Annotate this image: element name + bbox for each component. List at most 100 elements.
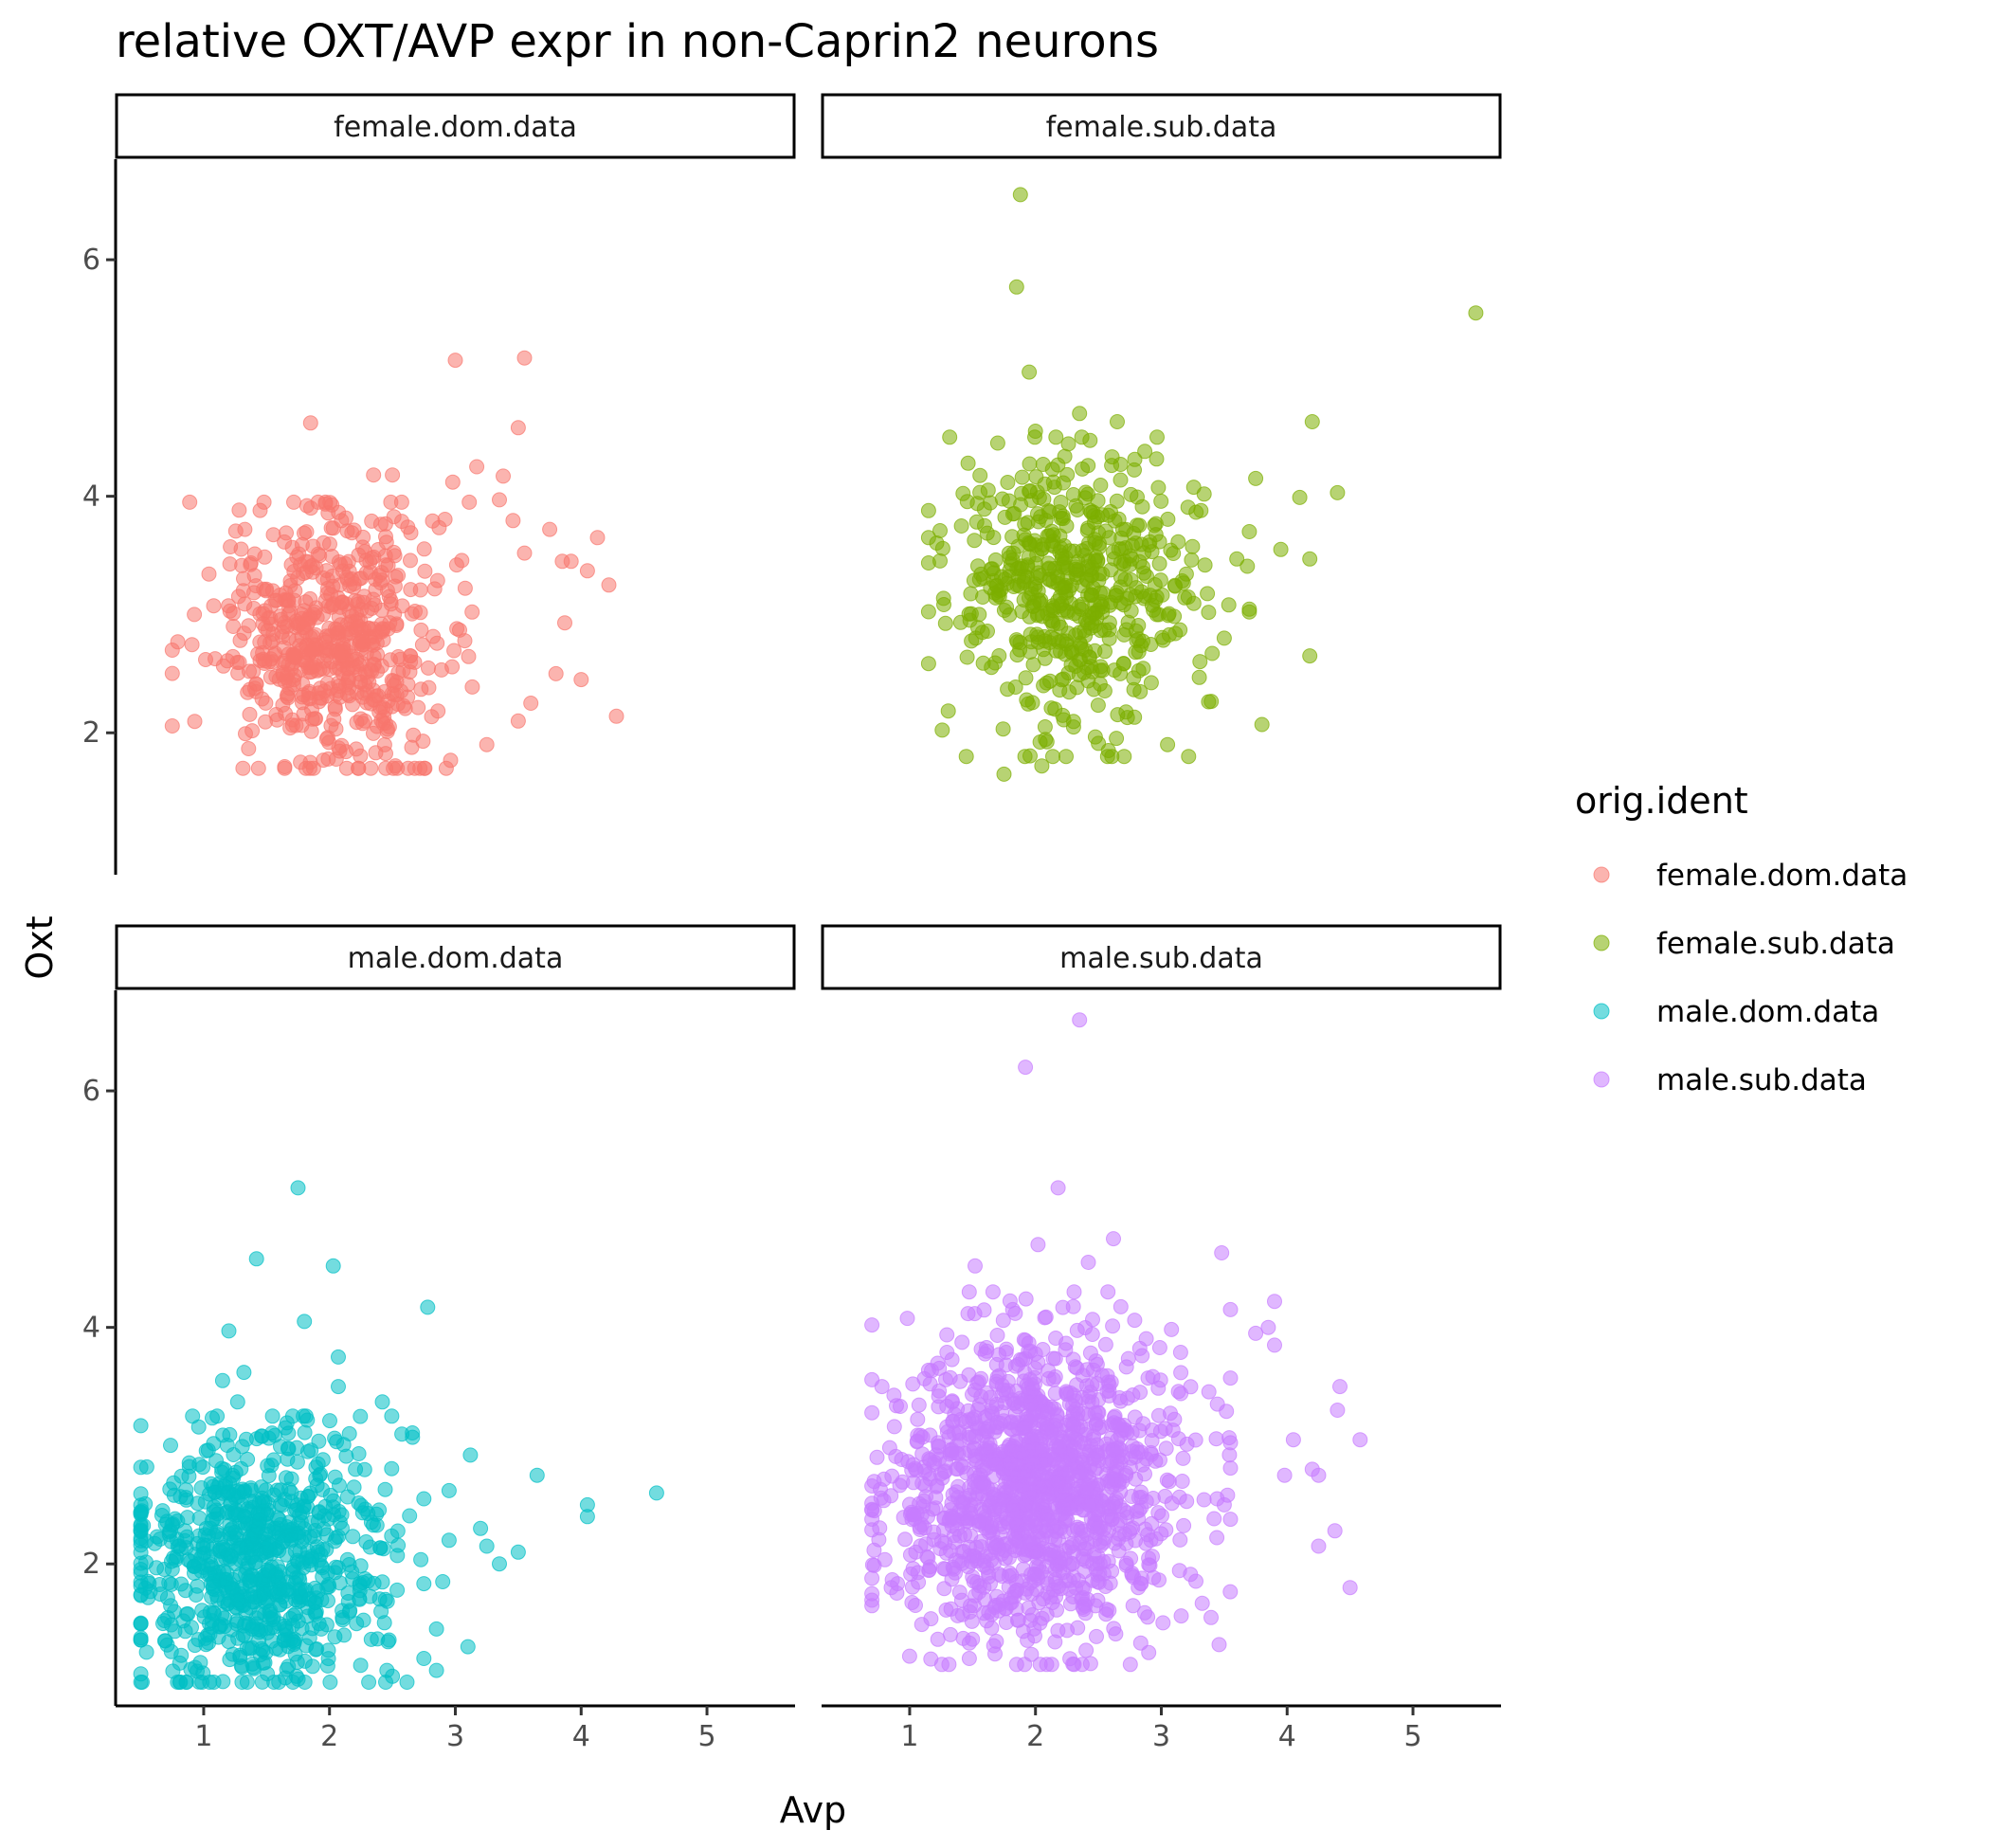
data-point: [912, 1519, 928, 1535]
data-point: [429, 572, 445, 589]
data-point: [1002, 550, 1018, 566]
data-point: [298, 524, 315, 540]
data-point: [1018, 1291, 1034, 1307]
data-point: [1311, 1538, 1327, 1554]
data-point: [1125, 1520, 1141, 1536]
data-point: [968, 1258, 983, 1274]
data-point: [510, 713, 526, 729]
data-point: [1089, 1555, 1105, 1571]
data-point: [163, 1576, 179, 1592]
data-point: [194, 1603, 210, 1619]
data-point: [1037, 1310, 1053, 1326]
data-point: [991, 1567, 1007, 1583]
data-point: [1163, 1405, 1178, 1422]
data-point: [303, 1442, 319, 1458]
data-point: [1069, 1322, 1085, 1338]
x-tick-label: 1: [900, 1720, 918, 1753]
data-point: [1113, 1298, 1129, 1314]
data-point: [191, 1510, 208, 1526]
data-point: [1087, 1462, 1103, 1478]
data-point: [1197, 557, 1213, 573]
data-point: [293, 556, 309, 572]
y-tick-label: 4: [82, 1312, 100, 1345]
data-point: [1088, 1353, 1104, 1369]
data-point: [314, 1592, 330, 1608]
data-point: [1149, 451, 1165, 467]
legend-marker: [1593, 1071, 1610, 1088]
data-point: [1030, 514, 1046, 530]
data-point: [289, 1440, 305, 1456]
data-point: [340, 672, 356, 688]
series-points-female.sub.data: [920, 187, 1484, 782]
data-point: [1003, 1455, 1018, 1471]
data-point: [897, 1531, 914, 1548]
data-point: [903, 1567, 919, 1582]
data-point: [1159, 1472, 1175, 1488]
data-point: [237, 521, 253, 537]
data-point: [1077, 484, 1094, 500]
data-point: [237, 1509, 253, 1525]
data-point: [864, 1557, 880, 1573]
data-point: [1105, 1318, 1121, 1334]
data-point: [1154, 587, 1170, 603]
data-point: [1330, 484, 1346, 500]
data-point: [1114, 1474, 1131, 1490]
data-point: [479, 1538, 495, 1554]
data-point: [433, 661, 449, 678]
data-point: [961, 606, 977, 622]
legend-title: orig.ident: [1575, 780, 1748, 822]
data-point: [1025, 1454, 1041, 1470]
data-point: [443, 752, 459, 769]
data-point: [1080, 1255, 1096, 1270]
data-point: [1093, 478, 1109, 493]
legend-label: female.sub.data: [1656, 927, 1895, 961]
data-point: [1151, 555, 1167, 571]
data-point: [920, 502, 936, 518]
data-point: [329, 686, 344, 702]
x-tick-label: 3: [446, 1720, 464, 1753]
data-point: [904, 1595, 920, 1610]
data-point: [335, 594, 351, 610]
data-point: [924, 1363, 939, 1379]
data-point: [416, 1576, 432, 1592]
data-point: [1248, 470, 1264, 486]
data-point: [184, 637, 200, 653]
data-point: [357, 1571, 373, 1586]
data-point: [1072, 1012, 1088, 1028]
data-point: [341, 1425, 357, 1441]
data-point: [1057, 448, 1073, 464]
data-point: [1004, 1414, 1020, 1430]
data-point: [1285, 1432, 1301, 1448]
data-point: [1203, 1609, 1219, 1625]
data-point: [1122, 1657, 1138, 1673]
data-point: [1022, 364, 1038, 380]
data-point: [579, 563, 595, 579]
data-point: [1097, 1336, 1113, 1352]
data-point: [209, 1527, 226, 1543]
data-point: [1201, 1384, 1217, 1400]
facet-panel-male.dom.data: male.dom.data 2 4 6 1 2 3 4 5: [82, 924, 796, 1753]
data-point: [1302, 551, 1318, 567]
data-point: [368, 745, 384, 761]
data-point: [1201, 605, 1217, 621]
data-point: [198, 652, 213, 667]
data-point: [961, 1635, 977, 1651]
legend-item-female.sub.data: female.sub.data: [1593, 927, 1895, 961]
data-point: [1072, 406, 1088, 422]
data-point: [1187, 1432, 1203, 1448]
data-point: [457, 580, 473, 596]
data-point: [1134, 1348, 1150, 1364]
data-point: [384, 1408, 400, 1424]
data-point: [316, 661, 332, 677]
data-point: [1111, 1543, 1127, 1559]
data-point: [1175, 1450, 1191, 1466]
data-point: [1078, 540, 1094, 556]
data-point: [214, 1372, 230, 1388]
data-point: [1083, 504, 1099, 520]
data-point: [254, 1674, 270, 1690]
data-point: [944, 1445, 960, 1461]
data-point: [359, 669, 375, 685]
data-point: [345, 697, 360, 713]
data-point: [1044, 1595, 1060, 1611]
data-point: [133, 1675, 149, 1690]
